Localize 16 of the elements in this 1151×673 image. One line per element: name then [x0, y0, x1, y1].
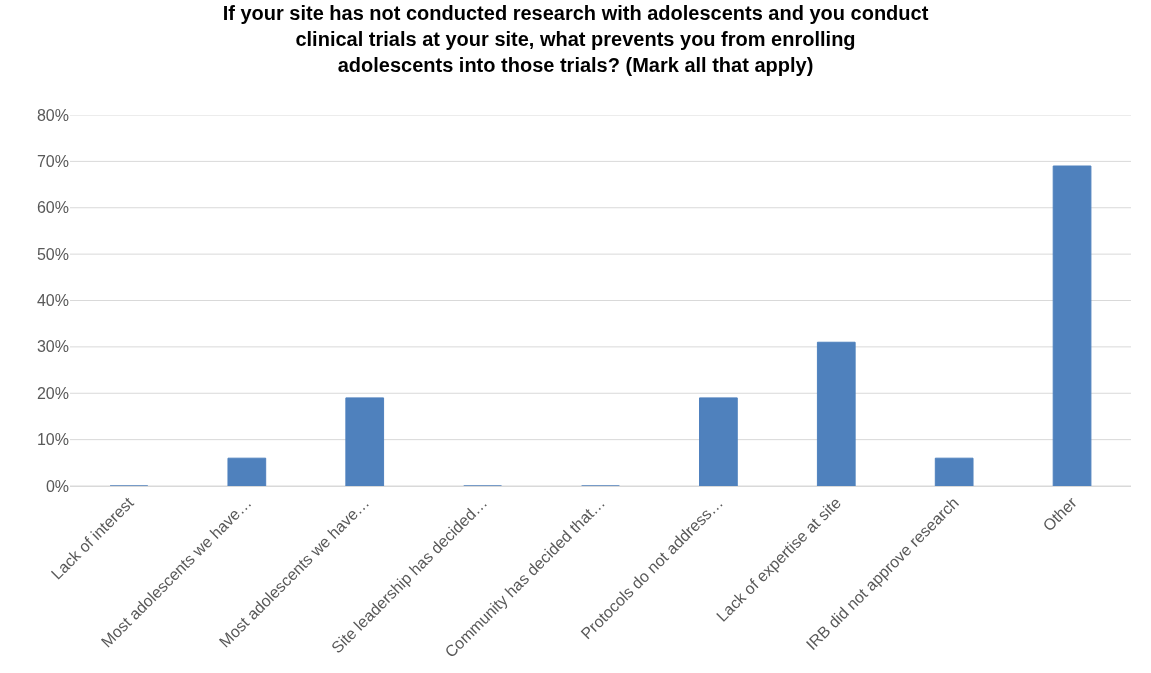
y-tick-label: 10% [36, 431, 69, 449]
y-tick-label: 40% [36, 292, 69, 310]
bar [816, 341, 856, 486]
bar [1052, 165, 1092, 486]
y-tick-label: 30% [36, 338, 69, 356]
y-tick-label: 60% [36, 199, 69, 217]
bar [699, 397, 738, 486]
y-tick-label: 70% [36, 152, 69, 170]
y-tick-label: 80% [36, 106, 69, 124]
bar [934, 457, 974, 486]
y-tick-label: 0% [45, 477, 69, 495]
y-tick-label: 20% [36, 384, 69, 402]
bar [345, 397, 385, 486]
bar [227, 457, 267, 486]
chart-title: If your site has not conducted research with adolescents and you conduct clinical trials at your site, what prevents you from enrolling adolescents into those trials? (Mark all that apply) [222, 2, 929, 77]
y-tick-label: 50% [36, 245, 69, 263]
